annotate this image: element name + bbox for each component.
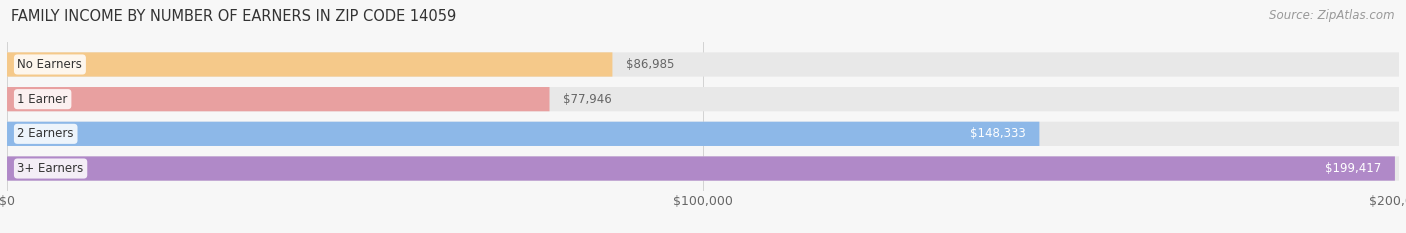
Text: 1 Earner: 1 Earner (17, 93, 67, 106)
Text: $77,946: $77,946 (564, 93, 612, 106)
Text: 3+ Earners: 3+ Earners (17, 162, 84, 175)
Text: FAMILY INCOME BY NUMBER OF EARNERS IN ZIP CODE 14059: FAMILY INCOME BY NUMBER OF EARNERS IN ZI… (11, 9, 457, 24)
Text: Source: ZipAtlas.com: Source: ZipAtlas.com (1270, 9, 1395, 22)
Text: $148,333: $148,333 (970, 127, 1025, 140)
FancyBboxPatch shape (7, 87, 550, 111)
FancyBboxPatch shape (7, 122, 1039, 146)
FancyBboxPatch shape (7, 87, 1399, 111)
Text: 2 Earners: 2 Earners (17, 127, 75, 140)
Text: $86,985: $86,985 (626, 58, 675, 71)
FancyBboxPatch shape (7, 52, 613, 77)
FancyBboxPatch shape (7, 52, 1399, 77)
FancyBboxPatch shape (7, 122, 1399, 146)
FancyBboxPatch shape (7, 156, 1395, 181)
Text: No Earners: No Earners (17, 58, 83, 71)
FancyBboxPatch shape (7, 156, 1399, 181)
Text: $199,417: $199,417 (1324, 162, 1381, 175)
